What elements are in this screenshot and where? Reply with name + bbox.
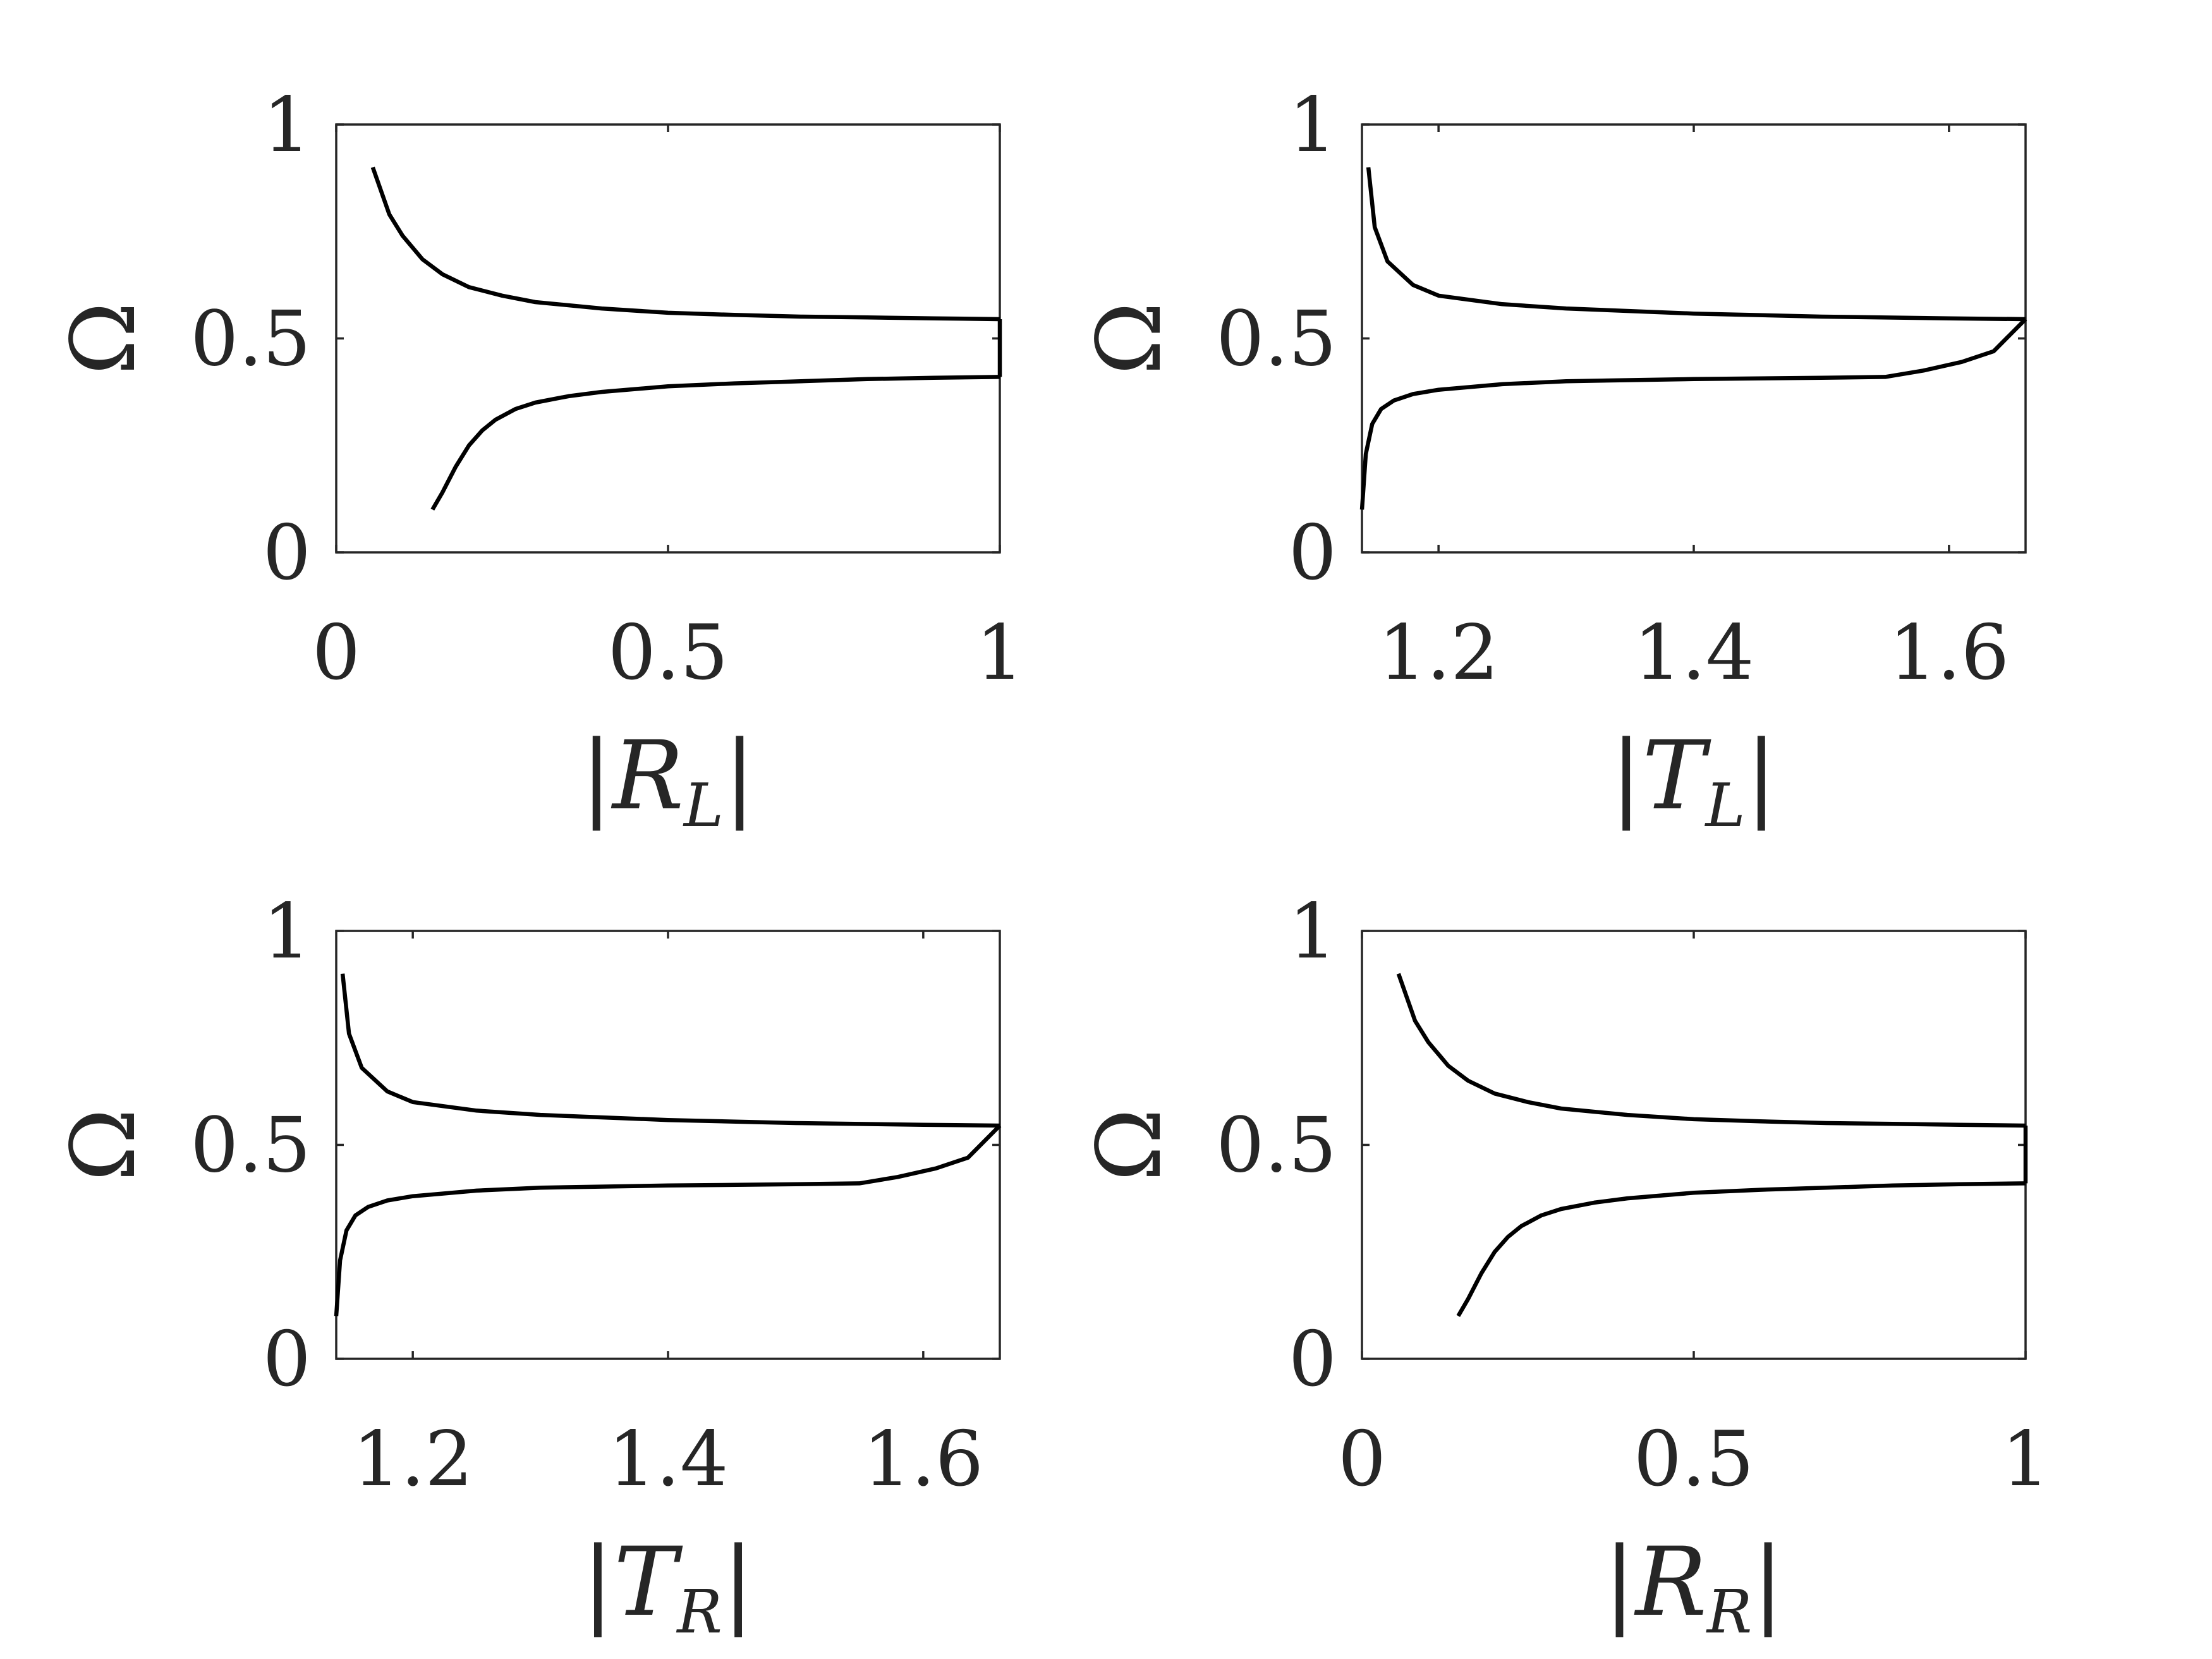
- plot-frame: [335, 930, 1001, 1360]
- x-label-symbol: R: [611, 721, 684, 831]
- y-tick-label: 1: [1289, 82, 1337, 169]
- series-line-1: [370, 166, 1000, 322]
- chart-panel-4: 0 0.5 100.51Ω|RR|: [1078, 888, 2050, 1647]
- plot-frame: [1361, 123, 2027, 554]
- x-tick-label: 0.5: [1634, 1416, 1754, 1504]
- y-tick-label: 0.5: [190, 296, 311, 384]
- y-tick-label: 1: [263, 82, 311, 169]
- x-label-subscript: R: [1706, 1577, 1753, 1647]
- series-line-1: [1366, 167, 2026, 322]
- x-tick-label: 0.5: [608, 609, 729, 697]
- y-tick-label: 1: [1289, 888, 1337, 976]
- x-label-symbol: T: [1642, 721, 1711, 831]
- x-axis-label: |RR|: [1603, 1528, 1784, 1647]
- y-tick-label: 1: [263, 888, 311, 976]
- abs-bar-left: |: [1610, 721, 1643, 831]
- y-axis-label: Ω: [52, 1108, 155, 1181]
- x-label-subscript: L: [1704, 771, 1745, 841]
- x-tick-label: 1.4: [1634, 609, 1754, 697]
- abs-bar-right: |: [1746, 721, 1778, 831]
- x-tick-label: 1.2: [353, 1416, 473, 1504]
- y-tick-label: 0.5: [1216, 1102, 1337, 1190]
- x-tick-label: 1.4: [608, 1416, 729, 1504]
- x-label-symbol: T: [614, 1528, 683, 1638]
- y-tick-label: 0: [263, 1316, 311, 1404]
- abs-bar-left: |: [580, 721, 612, 831]
- series-line-3: [430, 375, 1000, 511]
- series-line-3: [1456, 1181, 2026, 1317]
- y-tick-label: 0: [1289, 509, 1337, 597]
- abs-bar-left: |: [582, 1528, 614, 1638]
- x-tick-label: 1.2: [1378, 609, 1499, 697]
- x-axis-label: |RL|: [580, 721, 755, 841]
- chart-panel-2: 1.2 1.4 1.600.51Ω|TL|: [1078, 82, 2027, 841]
- abs-bar-right: |: [724, 721, 756, 831]
- plot-frame: [1361, 930, 2027, 1360]
- x-label-subscript: R: [676, 1577, 722, 1647]
- series-line-1: [340, 973, 1000, 1128]
- x-tick-label: 1.6: [1888, 609, 2009, 697]
- x-tick-label: 1: [976, 609, 1024, 697]
- series-line-2: [334, 1124, 1002, 1316]
- x-tick-label: 0: [1338, 1416, 1386, 1504]
- y-axis-label: Ω: [52, 301, 155, 375]
- abs-bar-left: |: [1603, 1528, 1636, 1638]
- chart-panel-1: 0 0.5 100.51Ω|RL|: [52, 82, 1024, 841]
- x-tick-label: 1: [2002, 1416, 2050, 1504]
- y-tick-label: 0.5: [1216, 296, 1337, 384]
- abs-bar-right: |: [1752, 1528, 1784, 1638]
- y-tick-label: 0: [1289, 1316, 1337, 1404]
- x-axis-label: |TR|: [582, 1528, 755, 1647]
- x-label-subscript: L: [683, 771, 724, 841]
- x-tick-label: 0: [312, 609, 360, 697]
- series-line-2: [1359, 317, 2027, 510]
- chart-panel-3: 1.2 1.4 1.600.51Ω|TR|: [52, 888, 1002, 1647]
- y-tick-label: 0: [263, 509, 311, 597]
- x-axis-label: |TL|: [1610, 721, 1777, 841]
- y-axis-label: Ω: [1078, 1108, 1181, 1181]
- x-tick-label: 1.6: [863, 1416, 983, 1504]
- series-line-1: [1396, 973, 2026, 1128]
- x-label-symbol: R: [1634, 1528, 1707, 1638]
- plot-frame: [335, 123, 1001, 554]
- abs-bar-right: |: [722, 1528, 755, 1638]
- y-axis-label: Ω: [1078, 301, 1181, 375]
- y-tick-label: 0.5: [190, 1102, 311, 1190]
